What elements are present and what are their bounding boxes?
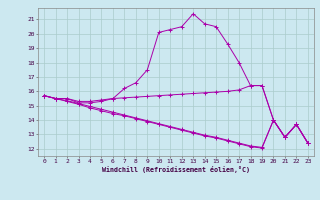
- X-axis label: Windchill (Refroidissement éolien,°C): Windchill (Refroidissement éolien,°C): [102, 166, 250, 173]
